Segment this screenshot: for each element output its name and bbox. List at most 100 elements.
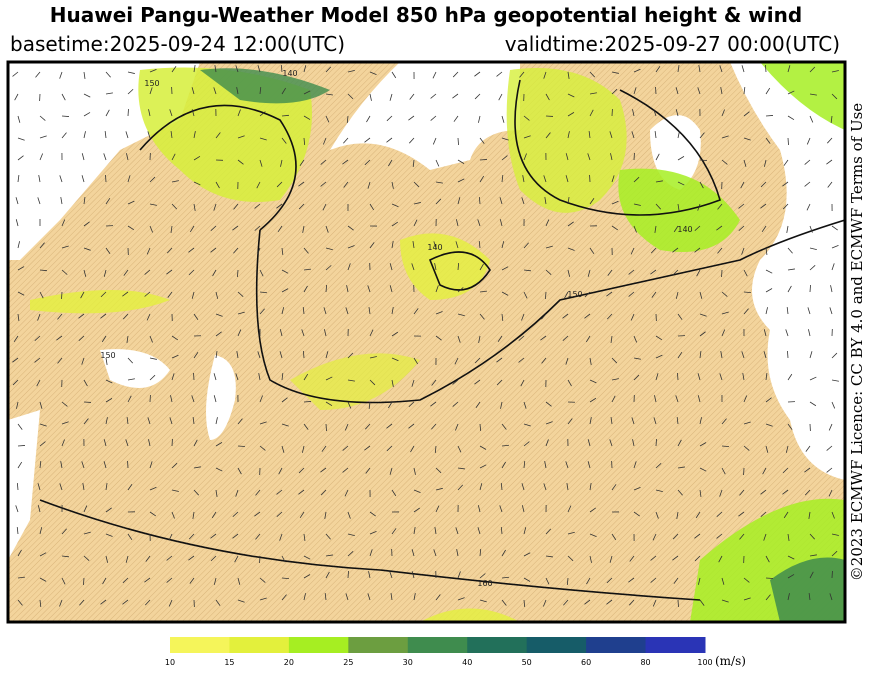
wind-arrow (545, 401, 552, 407)
wind-arrow (302, 445, 305, 453)
wind-arrow (633, 87, 637, 95)
wind-arrow (831, 225, 838, 231)
wind-arrow (147, 417, 151, 425)
wind-arrow (325, 284, 328, 293)
wind-arrow (188, 555, 195, 561)
wind-arrow (434, 263, 437, 271)
wind-arrow (325, 401, 333, 406)
wind-arrow (721, 418, 727, 425)
wind-arrow (479, 599, 487, 603)
wind-arrow (716, 225, 723, 231)
wind-arrow (61, 269, 68, 275)
wind-arrow (721, 445, 730, 447)
wind-arrow (501, 137, 509, 141)
colorbar-label: 100 (697, 658, 712, 667)
wind-arrow (787, 373, 793, 381)
wind-arrow (589, 71, 596, 78)
wind-arrow (39, 577, 47, 582)
wind-arrow (389, 263, 393, 271)
wind-arrow (523, 577, 531, 582)
wind-arrow (826, 467, 833, 473)
wind-arrow (501, 444, 510, 447)
wind-arrow (166, 555, 173, 561)
wind-arrow (765, 397, 772, 403)
wind-arrow (368, 571, 371, 579)
wind-arrow (787, 574, 795, 579)
wind-arrow (83, 555, 90, 562)
wind-arrow (628, 577, 635, 583)
wind-arrow (215, 132, 221, 139)
wind-arrow (413, 489, 421, 493)
wind-arrow (166, 577, 173, 583)
wind-arrow (325, 93, 333, 96)
wind-arrow (391, 241, 394, 249)
wind-arrow (347, 352, 354, 359)
wind-arrow (477, 219, 481, 227)
wind-arrow (408, 401, 415, 408)
wind-arrow (278, 467, 283, 475)
wind-arrow (765, 115, 774, 117)
wind-arrow (742, 373, 745, 381)
wind-arrow (233, 247, 239, 254)
wind-arrow (586, 577, 591, 585)
wind-arrow (369, 93, 372, 101)
wind-arrow (276, 181, 283, 188)
wind-arrow (411, 549, 415, 557)
wind-arrow (699, 599, 705, 606)
wind-arrow (787, 593, 790, 601)
wind-arrow (105, 379, 113, 384)
wind-arrow (567, 112, 575, 117)
wind-arrow (763, 533, 767, 541)
wind-arrow (632, 439, 635, 447)
wind-arrow (501, 599, 507, 606)
wind-arrow (78, 313, 85, 319)
wind-arrow (127, 378, 135, 381)
wind-arrow (347, 533, 355, 537)
colorbar-segment (645, 637, 706, 653)
wind-arrow (37, 505, 41, 513)
wind-arrow (435, 181, 443, 184)
wind-arrow (672, 247, 679, 253)
wind-arrow (496, 71, 503, 77)
wind-arrow (258, 373, 261, 381)
wind-arrow (149, 87, 153, 95)
wind-arrow (655, 66, 661, 73)
wind-arrow (804, 489, 811, 496)
wind-arrow (368, 401, 371, 409)
wind-arrow (281, 577, 290, 580)
wind-arrow (369, 511, 376, 517)
wind-arrow (565, 175, 569, 183)
wind-arrow (127, 395, 132, 403)
wind-arrow (39, 599, 42, 608)
wind-arrow (257, 247, 261, 255)
map-frame (6, 60, 847, 624)
wind-arrow (17, 423, 23, 430)
wind-arrow (61, 401, 68, 407)
wind-arrow (677, 489, 683, 496)
wind-arrow (474, 93, 481, 100)
wind-arrow (677, 156, 685, 161)
wind-arrow (523, 115, 530, 121)
wind-arrow (17, 241, 20, 249)
wind-arrow (61, 439, 65, 447)
wind-arrow (104, 131, 107, 139)
wind-arrow (677, 181, 685, 186)
wind-arrow (609, 439, 613, 447)
wind-arrow (611, 357, 618, 364)
wind-arrow (210, 225, 217, 232)
wind-arrow (391, 489, 397, 497)
wind-arrow (566, 483, 569, 491)
wind-arrow (694, 533, 701, 539)
wind-arrow (697, 395, 701, 403)
wind-arrow (323, 307, 327, 315)
wind-arrow (831, 533, 839, 536)
wind-arrow (655, 180, 663, 183)
wind-arrow (478, 115, 481, 123)
wind-arrow (765, 307, 768, 315)
wind-arrow (324, 511, 327, 519)
wind-arrow (257, 351, 261, 359)
wind-arrow (83, 93, 91, 98)
wind-arrow (365, 423, 371, 430)
wind-arrow (765, 423, 773, 427)
wind-arrow (830, 285, 833, 293)
